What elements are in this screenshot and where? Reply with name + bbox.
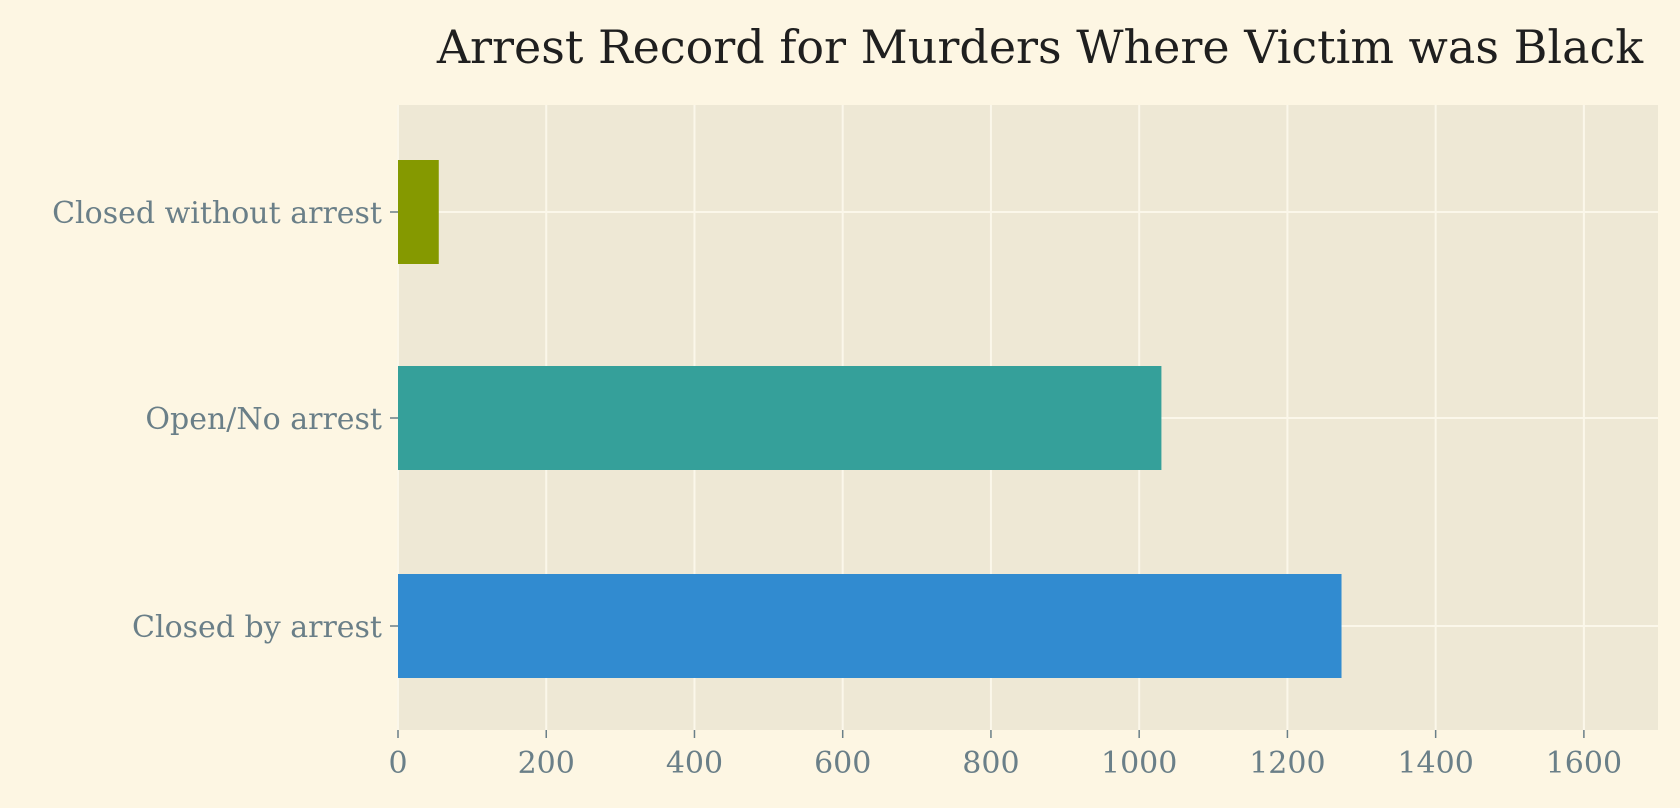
bars (398, 160, 1342, 678)
x-tick-label: 400 (666, 746, 723, 781)
x-tick-label: 1400 (1397, 746, 1473, 781)
x-tick-label: 1200 (1249, 746, 1325, 781)
x-tick-label: 600 (814, 746, 871, 781)
y-tick-label: Open/No arrest (145, 402, 382, 437)
x-tick-label: 0 (388, 746, 407, 781)
x-tick-label: 200 (518, 746, 575, 781)
bar-closed-without-arrest (398, 160, 439, 264)
x-tick-label: 1600 (1546, 746, 1622, 781)
bar-closed-by-arrest (398, 574, 1342, 678)
axes: 0 200 400 600 800 1000 1200 1400 1600 Closed with… (52, 196, 1622, 781)
x-tick-label: 800 (962, 746, 1019, 781)
bar-open-no-arrest (398, 366, 1162, 470)
chart-title: Arrest Record for Murders Where Victim w… (436, 20, 1644, 74)
y-tick-label: Closed without arrest (52, 196, 382, 231)
y-tick-label: Closed by arrest (132, 610, 382, 645)
x-tick-label: 1000 (1101, 746, 1177, 781)
